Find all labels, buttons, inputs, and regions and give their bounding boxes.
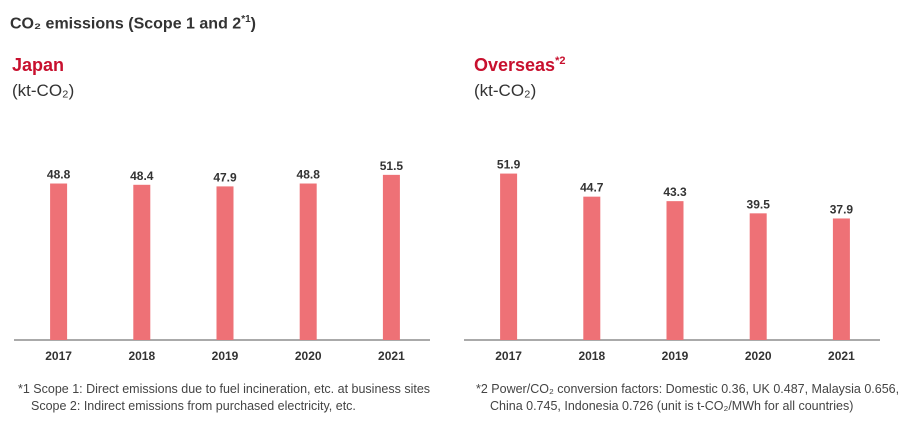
footnote-1-line-2: Scope 2: Indirect emissions from purchas… (31, 399, 356, 413)
japan-value-label-2020: 48.8 (297, 168, 321, 182)
japan-tick-label-2020: 2020 (295, 349, 322, 363)
japan-bar-chart: 48.8 2017 48.4 2018 47.9 2019 48.8 2020 51.5 2021 (14, 159, 430, 363)
japan-tick-label-2018: 2018 (128, 349, 155, 363)
footnote-right: *2 Power/CO₂ conversion factors: Domesti… (476, 381, 899, 415)
footnote-1-line-1: *1 Scope 1: Direct emissions due to fuel… (18, 382, 431, 396)
overseas-footnote-ref: *2 (555, 55, 566, 67)
overseas-tick-label-2018: 2018 (578, 349, 605, 363)
japan-chart-title: Japan (12, 55, 65, 75)
japan-tick-label-2021: 2021 (378, 349, 405, 363)
page-title: CO₂ emissions (Scope 1 and 2*1) (10, 14, 256, 33)
overseas-bar-2019 (666, 201, 684, 340)
japan-unit-label: (kt-CO₂) (12, 81, 75, 100)
overseas-value-label-2018: 44.7 (580, 181, 604, 195)
japan-value-label-2021: 51.5 (380, 159, 404, 173)
overseas-value-label-2019: 43.3 (663, 185, 687, 199)
japan-value-label-2018: 48.4 (130, 169, 154, 183)
japan-bar-2019 (216, 186, 234, 340)
overseas-tick-label-2019: 2019 (662, 349, 689, 363)
japan-bar-2017 (50, 183, 68, 340)
japan-bar-2021 (382, 174, 400, 340)
overseas-value-label-2021: 37.9 (830, 202, 854, 216)
overseas-unit-label: (kt-CO₂) (474, 81, 537, 100)
overseas-bar-2021 (832, 218, 850, 340)
japan-value-label-2019: 47.9 (213, 170, 237, 184)
footnote-left: *1 Scope 1: Direct emissions due to fuel… (18, 381, 430, 415)
overseas-bar-chart: 51.9 2017 44.7 2018 43.3 2019 39.5 2020 37.9 2021 (464, 158, 880, 363)
japan-tick-label-2017: 2017 (45, 349, 72, 363)
overseas-bar-2017 (500, 173, 518, 340)
overseas-bar-2020 (749, 213, 767, 340)
japan-bar-2020 (299, 183, 317, 340)
title-footnote-ref: *1 (241, 14, 251, 25)
footnote-2-line-2: China 0.745, Indonesia 0.726 (unit is t-… (490, 399, 854, 413)
overseas-tick-label-2017: 2017 (495, 349, 522, 363)
japan-bar-2018 (133, 184, 151, 340)
overseas-chart-title: Overseas*2 (474, 55, 566, 75)
overseas-tick-label-2020: 2020 (745, 349, 772, 363)
japan-value-label-2017: 48.8 (47, 168, 71, 182)
footnote-2-line-1: *2 Power/CO₂ conversion factors: Domesti… (476, 382, 900, 396)
overseas-value-label-2020: 39.5 (747, 197, 771, 211)
overseas-bar-2018 (583, 196, 601, 340)
overseas-tick-label-2021: 2021 (828, 349, 855, 363)
overseas-value-label-2017: 51.9 (497, 158, 521, 172)
japan-tick-label-2019: 2019 (212, 349, 239, 363)
